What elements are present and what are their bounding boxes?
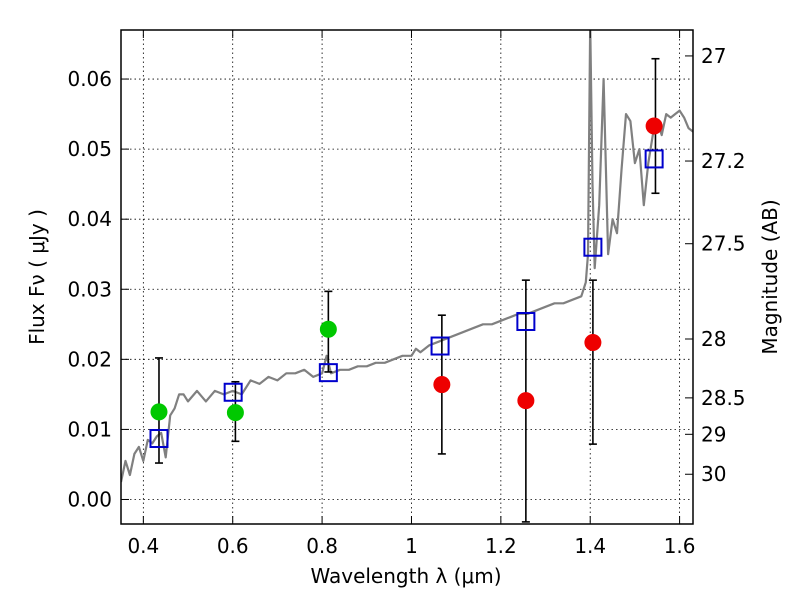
mag-tick-label: 30 [701,462,726,486]
spectrum-line [121,30,693,483]
y-tick-label: 0.04 [67,207,112,231]
x-tick-label: 1 [405,534,418,558]
mag-tick-label: 28 [701,327,726,351]
mag-tick-label: 28.5 [701,386,746,410]
bandpass-square [149,429,169,449]
y2-axis-title: Magnitude (AB) [758,199,782,354]
grid-lines [121,30,693,524]
mag-tick-label: 27 [701,44,726,68]
bandpass-square [644,149,664,169]
x-tick-label: 1.2 [485,534,517,558]
x-tick-label: 1.4 [574,534,606,558]
tick-layer: 0.4 0.6 0.8 1 1.2 1.4 1.6 0.00 0.01 0.02 0.03 0.04 0… [67,30,746,558]
y-tick-label: 0.01 [67,417,112,441]
bandpass-square [583,237,603,257]
bandpass-square [516,311,536,331]
plot-frame [120,29,694,525]
observed-red-point [433,376,451,394]
x-tick-label: 0.6 [217,534,249,558]
y-tick-label: 0.02 [67,347,112,371]
x-axis-title: Wavelength λ (μm) [310,564,501,588]
observed-red-point [584,334,602,352]
bandpass-square [318,363,338,383]
y-tick-label: 0.05 [67,137,112,161]
x-tick-label: 0.4 [127,534,159,558]
y-tick-label: 0.03 [67,277,112,301]
x-tick-label: 1.6 [664,534,696,558]
observed-green-point [150,403,168,421]
y-axis-title: Flux Fν ( μJy ) [25,209,49,345]
bandpass-square [223,382,243,402]
observed-red-point [517,392,535,410]
x-tick-label: 0.8 [306,534,338,558]
mag-tick-label: 27.5 [701,232,746,256]
y-tick-label: 0.00 [67,487,112,511]
observed-red-point [645,117,663,135]
observed-green-point [319,320,337,338]
observed-green-point [226,404,244,422]
bandpass-square [430,336,450,356]
y-tick-label: 0.06 [67,67,112,91]
mag-tick-label: 29 [701,422,726,446]
data-layer [121,30,693,523]
mag-tick-label: 27.2 [701,149,746,173]
